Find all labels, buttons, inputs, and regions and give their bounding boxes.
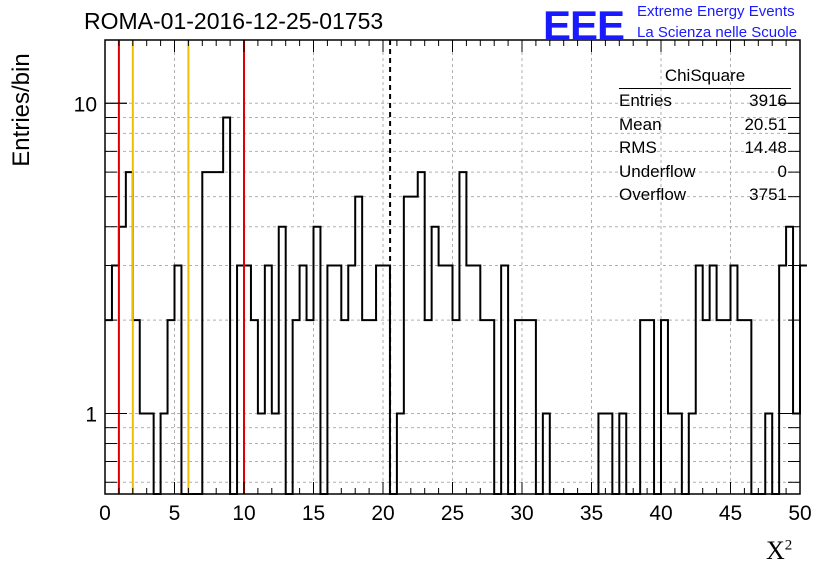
stats-box: ChiSquare Entries 3916 Mean 20.51 RMS 14.48… [613, 66, 797, 207]
x-tick-label: 50 [788, 502, 811, 525]
stats-value: 3916 [749, 91, 787, 110]
x-tick-label: 25 [441, 502, 464, 525]
histogram-line [105, 116, 807, 495]
x-tick-label: 15 [302, 502, 325, 525]
stats-label: RMS [619, 138, 657, 157]
x-tick-label: 0 [99, 502, 111, 525]
stats-row: Mean 20.51 [613, 113, 797, 137]
x-tick-label: 30 [510, 502, 533, 525]
stats-label: Overflow [619, 185, 687, 204]
stats-row: RMS 14.48 [613, 136, 797, 160]
x-tick-label: 20 [371, 502, 394, 525]
logo-tagline-1: Extreme Energy Events [637, 3, 795, 20]
eee-logo: EEE [543, 2, 625, 49]
stats-title: ChiSquare [619, 66, 791, 89]
x-tick-label: 40 [649, 502, 672, 525]
y-tick-label: 1 [85, 403, 97, 426]
stats-value: 3751 [749, 185, 787, 204]
x-axis-label-base: X [766, 536, 785, 565]
stats-value: 0 [777, 161, 787, 181]
x-axis-label-superscript: 2 [784, 537, 793, 554]
run-title: ROMA-01-2016-12-25-01753 [84, 8, 384, 34]
x-tick-label: 10 [232, 502, 255, 525]
stats-value: 20.51 [744, 114, 787, 134]
stats-label: Mean [619, 114, 662, 134]
x-tick-label: 35 [580, 502, 603, 525]
logo-tagline-2: La Scienza nelle Scuole [637, 24, 798, 41]
stats-label: Underflow [619, 161, 696, 181]
stats-row: Underflow 0 [613, 160, 797, 184]
y-tick-label: 10 [74, 93, 97, 116]
x-tick-label: 45 [719, 502, 742, 525]
stats-label: Entries [619, 91, 672, 110]
y-axis-label: Entries/bin [8, 53, 35, 167]
x-axis-label: X2 [766, 536, 792, 566]
stats-value: 14.48 [744, 138, 787, 157]
y-axis-label-box: Entries/bin [4, 40, 40, 180]
stats-row: Overflow 3751 [613, 183, 797, 207]
stats-row: Entries 3916 [613, 89, 797, 113]
x-tick-label: 5 [169, 502, 181, 525]
